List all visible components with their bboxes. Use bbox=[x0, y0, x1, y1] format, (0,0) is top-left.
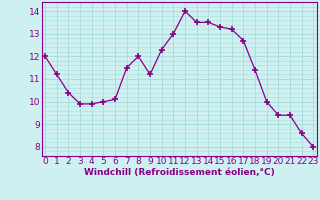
X-axis label: Windchill (Refroidissement éolien,°C): Windchill (Refroidissement éolien,°C) bbox=[84, 168, 275, 177]
